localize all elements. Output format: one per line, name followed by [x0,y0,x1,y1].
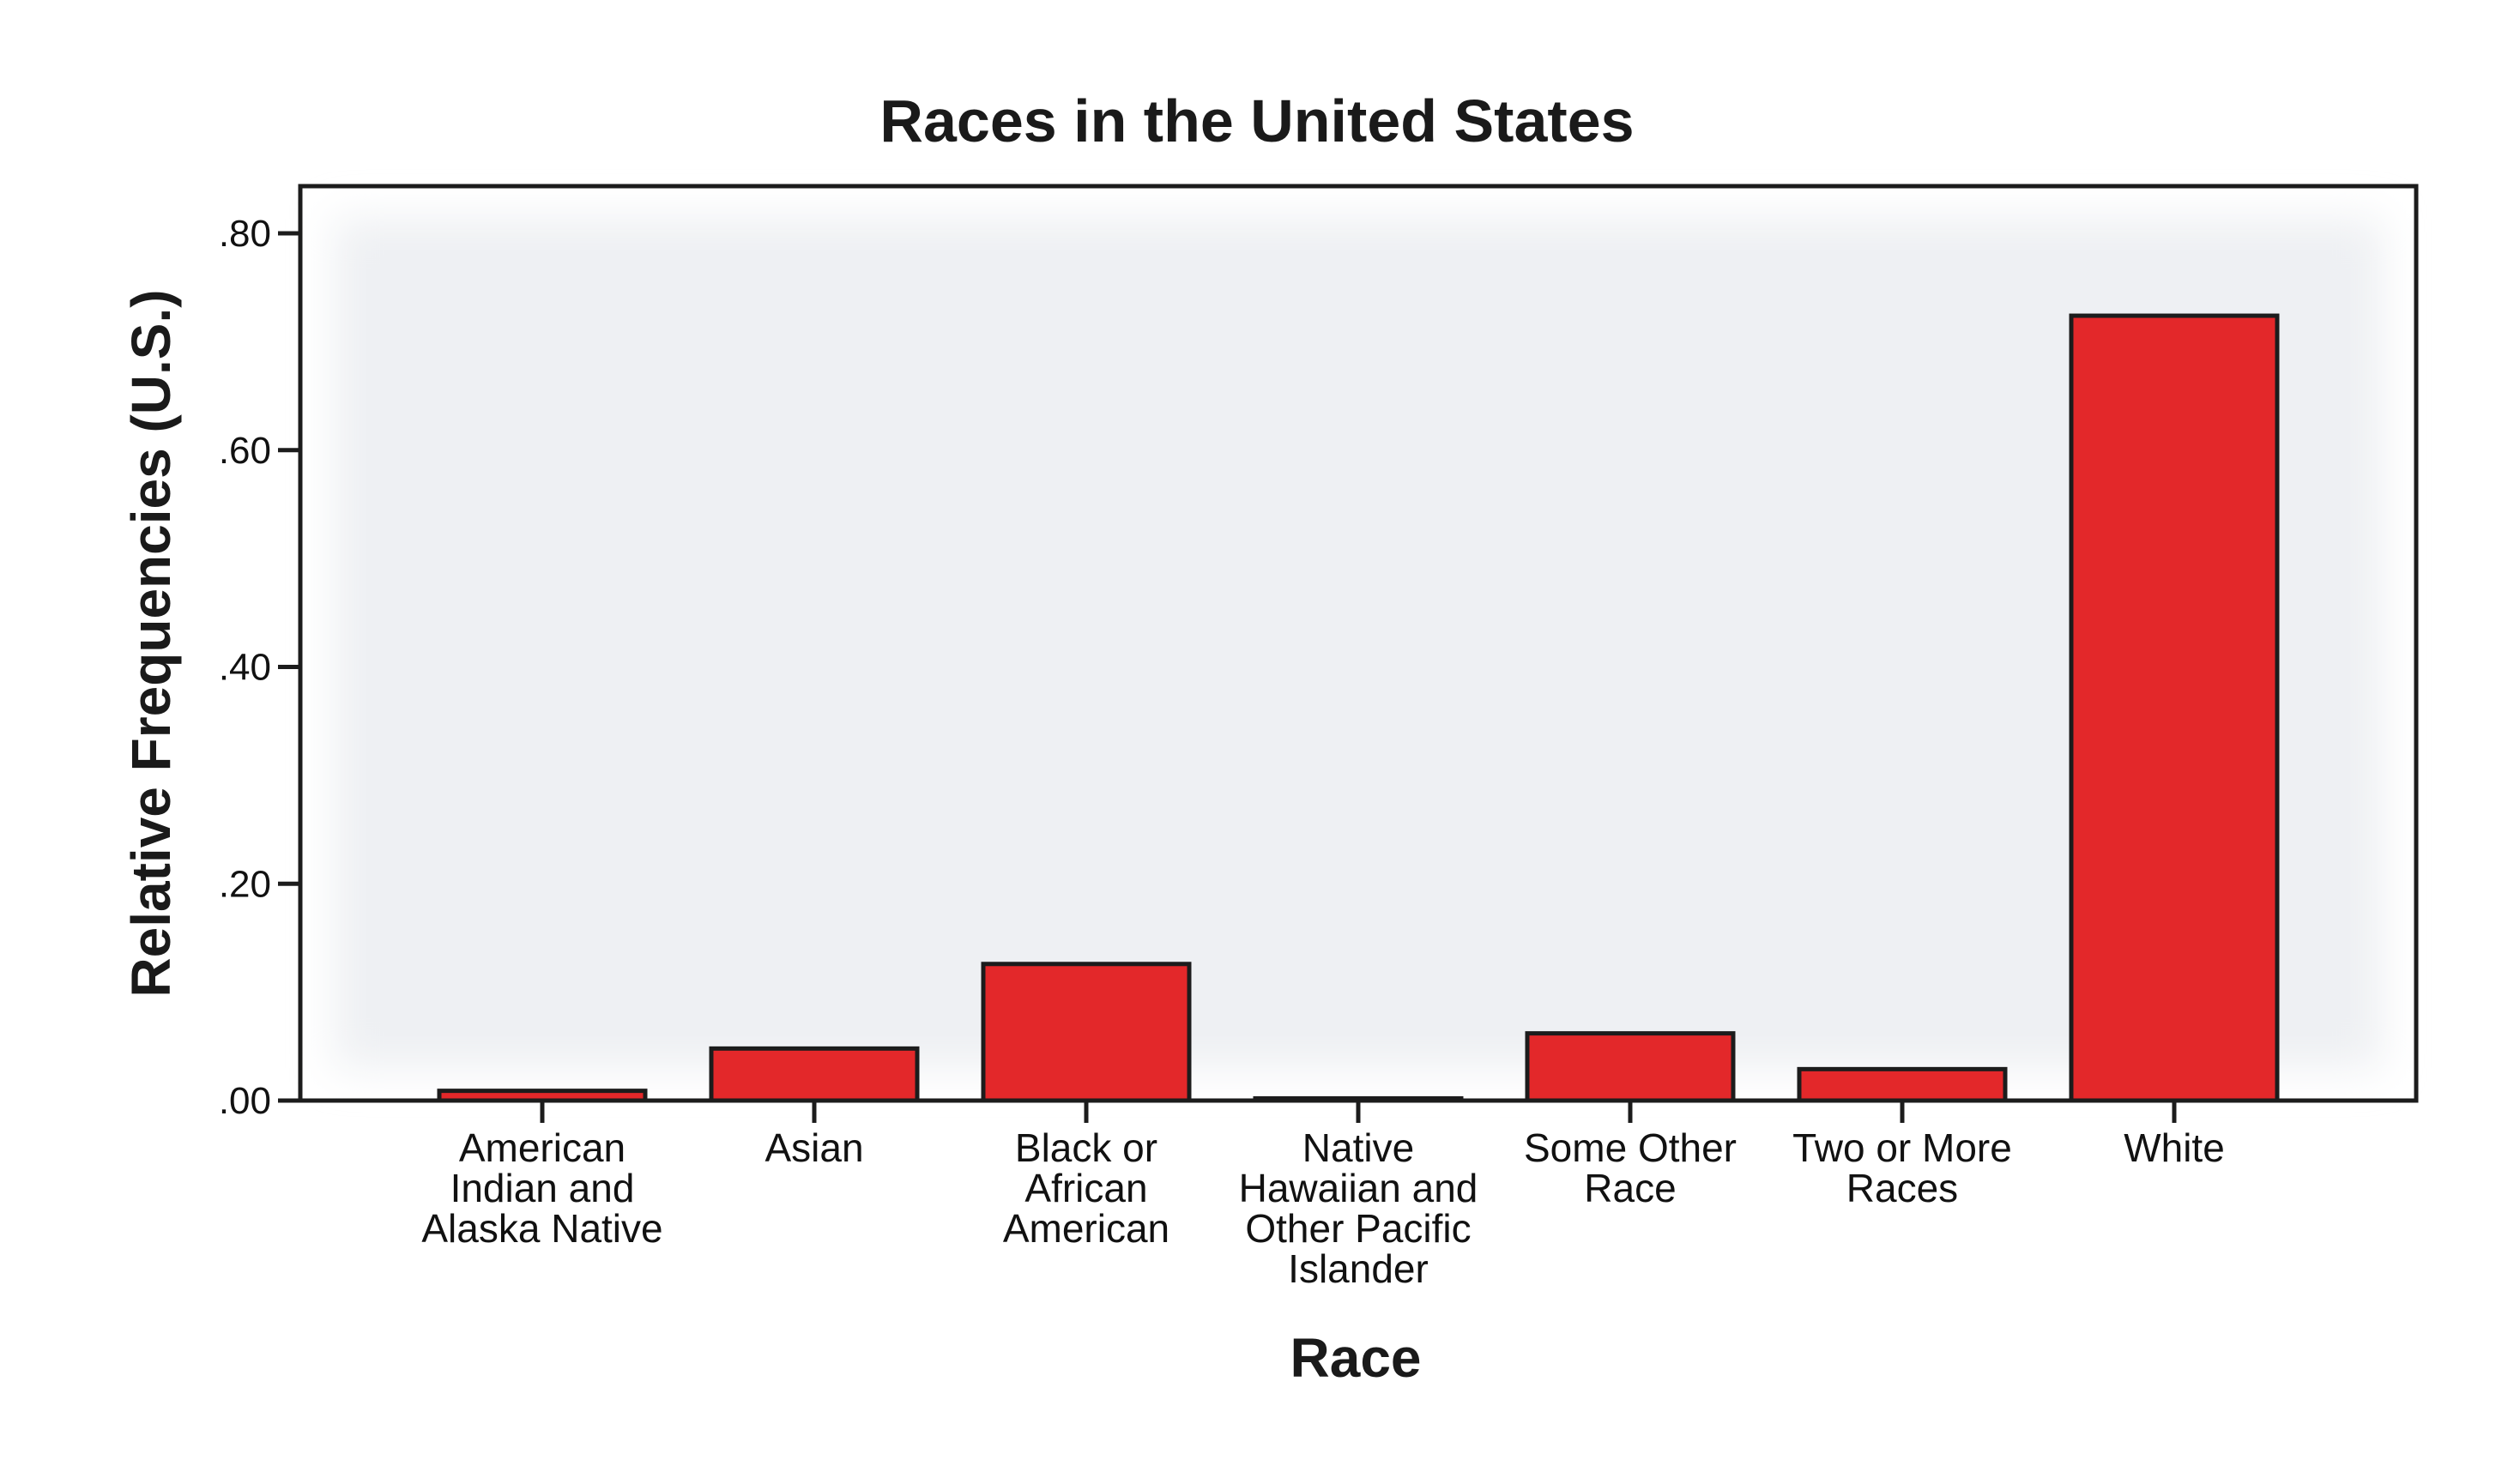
bar-2 [981,962,1192,1103]
bar-6 [2069,313,2280,1103]
x-tick-label-line: African [1024,1166,1147,1210]
x-tick-label-line: Indian and [450,1166,635,1210]
x-tick-label-0: American Indian and Alaska Native [421,1125,662,1251]
x-tick-label-line: Alaska Native [421,1206,662,1251]
x-tick-label-line: American [1003,1206,1169,1251]
x-tick-label-5: Two or More Races [1792,1125,2012,1210]
chart-title: Races in the United States [879,87,1634,154]
y-axis: .00 .20 .40 .60 .80 [219,213,300,1122]
x-tick-label-line: Asian [764,1125,863,1170]
x-tick-label-line: White [2124,1125,2225,1170]
y-axis-title: Relative Frequencies (U.S.) [120,289,182,997]
x-tick-label-1: Asian [764,1125,863,1170]
x-tick-label-line: Two or More [1792,1125,2012,1170]
bars-group [437,313,2280,1103]
x-tick-label-2: Black or African American [1003,1125,1169,1251]
y-tick-label-4: .80 [219,213,271,255]
x-tick-label-line: Islander [1288,1246,1429,1291]
bar-5 [1797,1066,2008,1103]
bar-4 [1525,1031,1736,1103]
y-tick-label-0: .00 [219,1080,271,1122]
x-tick-label-line: Black or [1015,1125,1157,1170]
x-tick-label-line: Hawaiian and [1239,1166,1478,1210]
x-tick-label-line: Race [1584,1166,1676,1210]
y-tick-label-3: .60 [219,430,271,472]
x-tick-label-line: American [459,1125,625,1170]
x-tick-label-line: Races [1846,1166,1958,1210]
y-tick-label-1: .20 [219,863,271,905]
x-tick-label-line: Native [1302,1125,1414,1170]
x-tick-label-6: White [2124,1125,2225,1170]
x-tick-label-3: Native Hawaiian and Other Pacific Islander [1239,1125,1478,1291]
x-tick-label-4: Some Other Race [1524,1125,1737,1210]
x-tick-label-line: Some Other [1524,1125,1737,1170]
bar-1 [709,1046,920,1103]
y-tick-label-2: .40 [219,647,271,689]
x-tick-label-line: Other Pacific [1245,1206,1471,1251]
plot-area-shade [335,219,2382,1068]
x-axis-title: Race [1290,1327,1422,1389]
